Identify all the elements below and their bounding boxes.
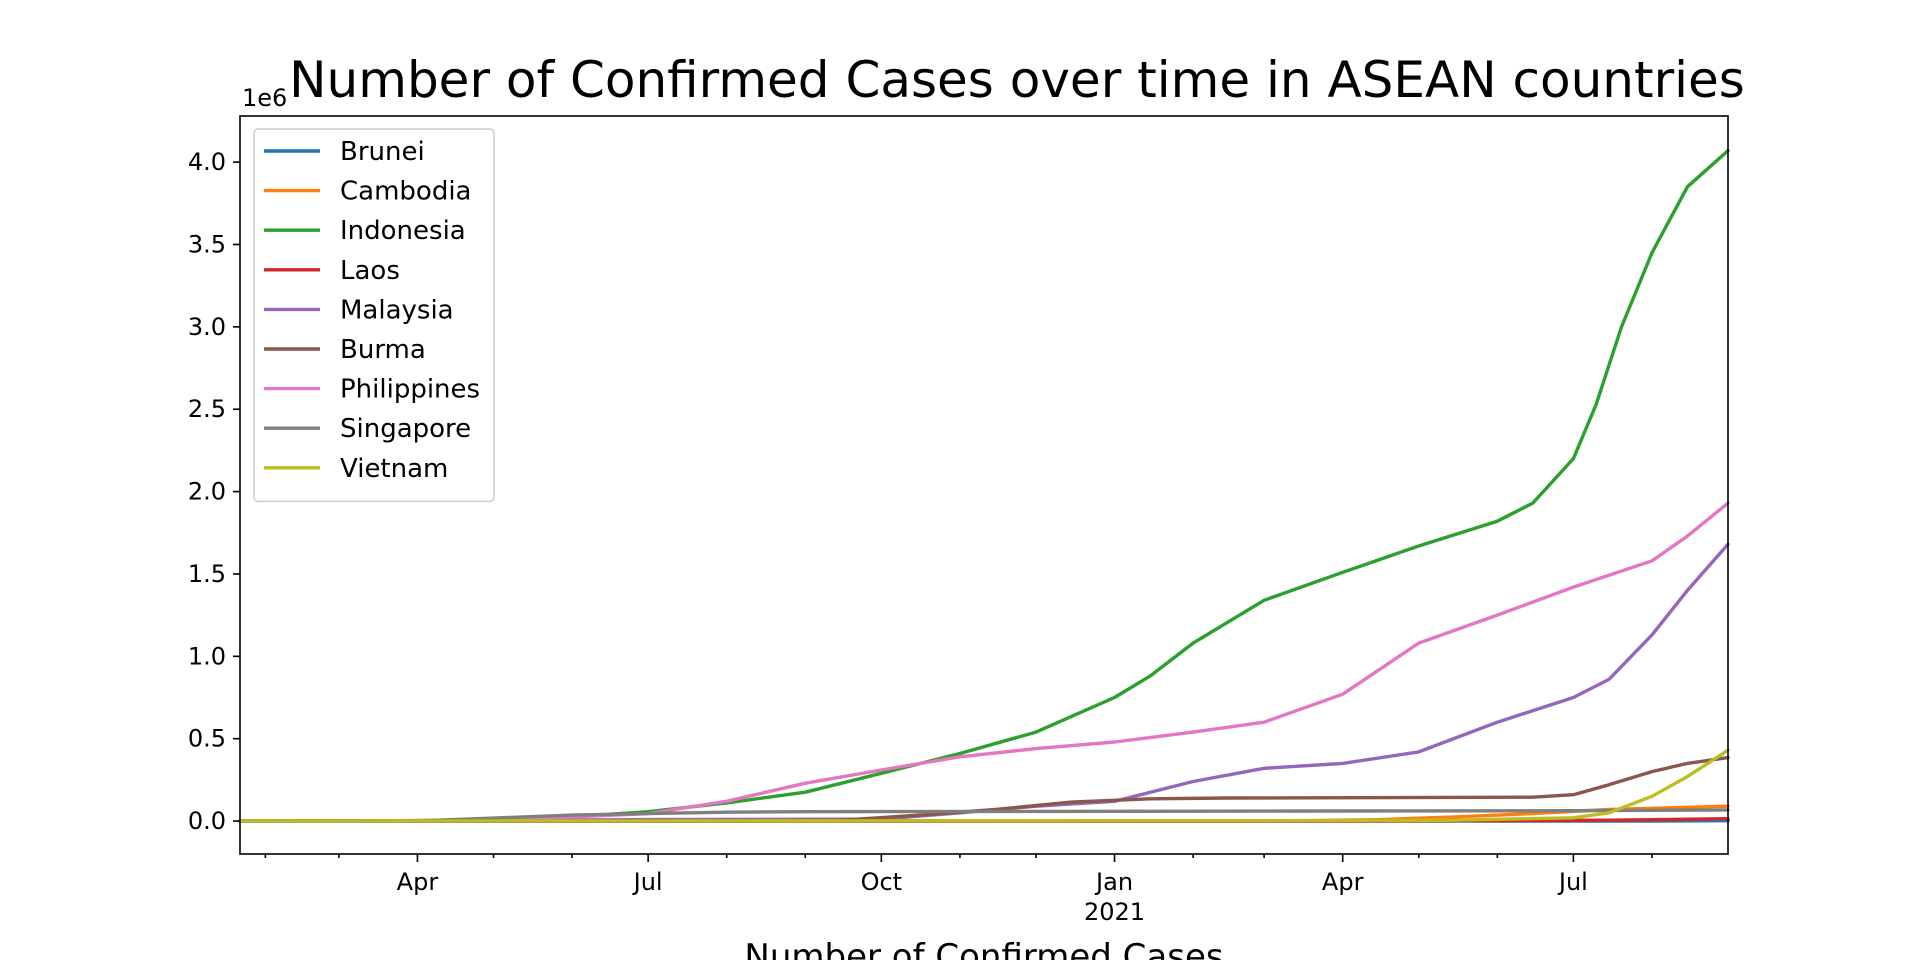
x-year-label: 2021 <box>1084 898 1145 926</box>
x-tick-label: Oct <box>861 868 903 896</box>
legend-label-brunei: Brunei <box>340 137 425 167</box>
y-tick-label: 2.5 <box>188 395 226 423</box>
legend-label-cambodia: Cambodia <box>340 177 472 207</box>
x-axis: Apr Jul Oct Jan Apr Jul 2021 <box>264 854 1653 926</box>
axes-frame <box>239 115 1729 855</box>
series-layer <box>238 148 1730 823</box>
legend-label-vietnam: Vietnam <box>340 454 448 484</box>
y-tick-label: 0.0 <box>188 807 226 835</box>
x-tick-label: Jan <box>1094 868 1133 896</box>
x-tick-label: Jul <box>1557 868 1588 896</box>
y-tick-label: 3.0 <box>188 313 226 341</box>
x-axis-label: Number of Confirmed Cases <box>744 937 1223 960</box>
y-tick-label: 2.0 <box>188 478 226 506</box>
chart-title: Number of Confirmed Cases over time in A… <box>289 51 1745 109</box>
legend-label-philippines: Philippines <box>340 375 480 405</box>
legend-label-burma: Burma <box>340 335 426 365</box>
legend-label-singapore: Singapore <box>340 414 471 444</box>
legend-label-malaysia: Malaysia <box>340 295 454 325</box>
y-offset-label: 1e6 <box>242 84 287 112</box>
legend-box <box>253 128 495 503</box>
x-tick-label: Apr <box>1322 868 1364 896</box>
y-tick-label: 0.5 <box>188 725 226 753</box>
legend-label-laos: Laos <box>340 256 400 286</box>
x-tick-label: Jul <box>632 868 663 896</box>
legend: Brunei Cambodia Indonesia Laos Malaysia Burma… <box>253 128 495 503</box>
y-tick-label: 3.5 <box>188 230 226 258</box>
y-tick-label: 1.0 <box>188 642 226 670</box>
y-tick-label: 1.5 <box>188 560 226 588</box>
y-tick-label: 4.0 <box>188 148 226 176</box>
y-axis: 0.0 0.5 1.0 1.5 2.0 2.5 3.0 3.5 4.0 <box>188 148 240 835</box>
series-line-vietnam <box>238 748 1730 823</box>
x-tick-label: Apr <box>397 868 439 896</box>
legend-label-indonesia: Indonesia <box>340 216 466 246</box>
